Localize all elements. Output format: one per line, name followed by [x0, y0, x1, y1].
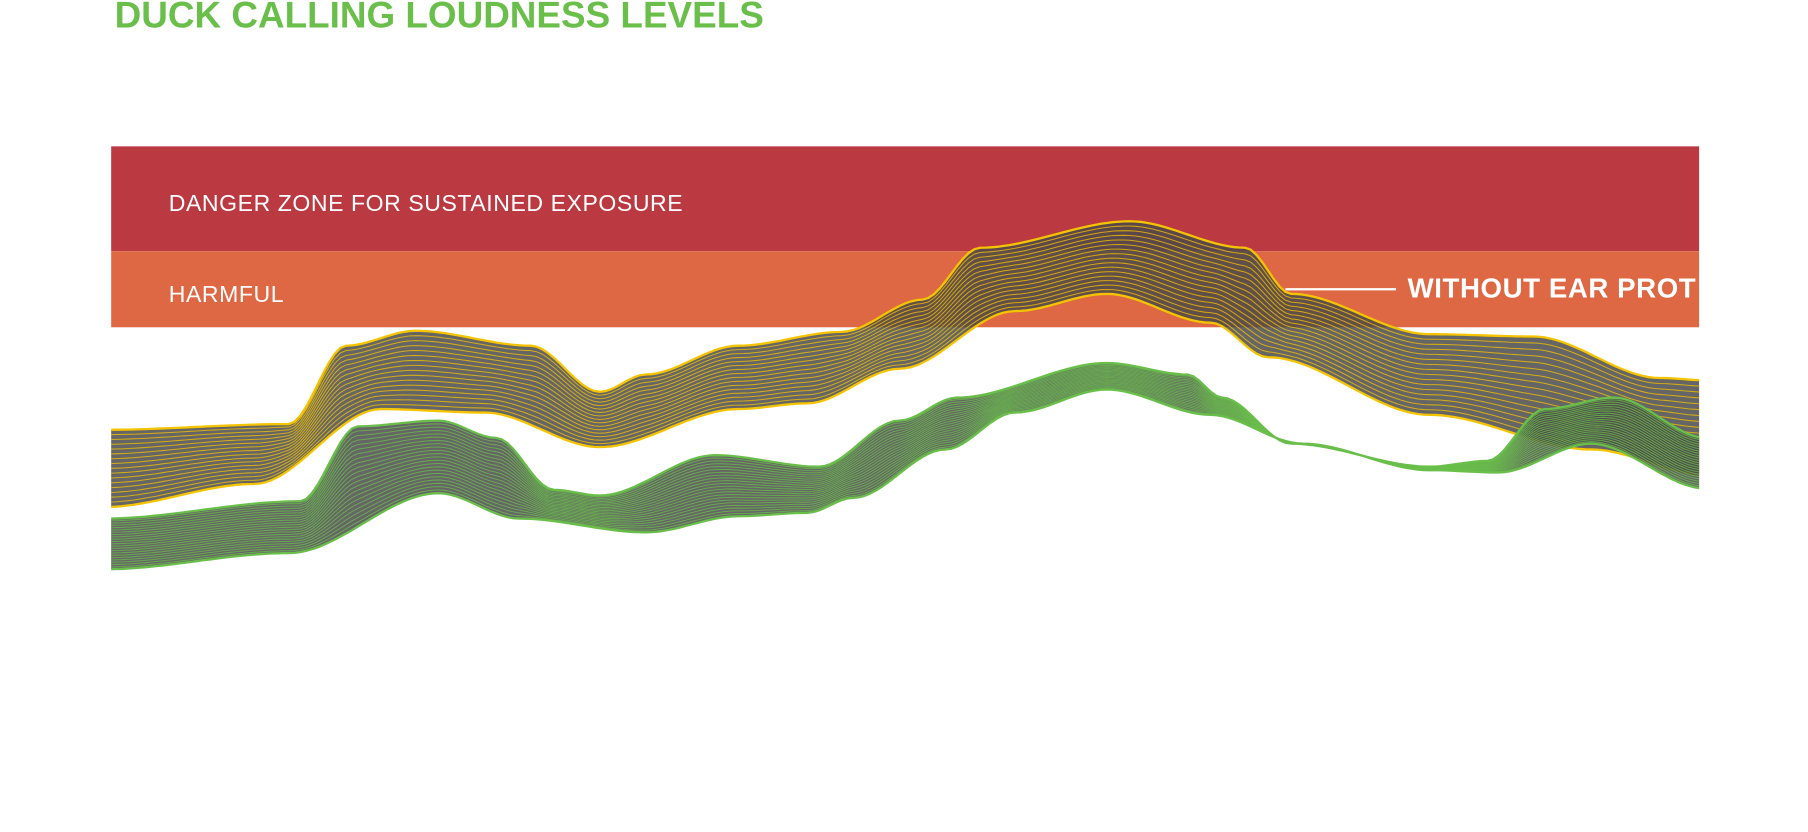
ribbon-without-protection-line	[111, 262, 1700, 474]
ribbon-without-protection-line	[111, 234, 1700, 445]
harmful-zone-label: HARMFUL	[169, 281, 284, 307]
ribbon-without-protection-line	[111, 220, 1700, 431]
ribbon-without-protection-line	[111, 225, 1700, 436]
ribbon-without-protection-line	[111, 266, 1700, 479]
danger-zone-label: DANGER ZONE FOR SUSTAINED EXPOSURE	[169, 190, 683, 216]
ribbon-without-protection-line	[111, 284, 1700, 498]
ribbon-without-protection-line	[111, 271, 1700, 484]
page-title: DUCK CALLING LOUDNESS LEVELS	[115, 0, 764, 36]
ribbon-with-protection-fill	[111, 362, 1700, 570]
ribbon-without-protection-line	[111, 239, 1700, 450]
ribbon-without-protection-line	[111, 292, 1700, 509]
ribbons	[111, 220, 1700, 571]
ribbon-without-protection-line	[111, 230, 1700, 441]
ribbon-with-protection-line	[111, 388, 1700, 571]
ribbon-without-protection-line	[111, 257, 1700, 469]
ribbon-without-protection-line	[111, 275, 1700, 489]
ribbon-without-protection-line	[111, 280, 1700, 493]
ribbon-without-protection-line	[111, 248, 1700, 460]
without-ear-protection-label: WITHOUT EAR PROT	[1408, 272, 1697, 303]
danger-zone-band	[111, 146, 1700, 252]
ribbon-without-protection-line	[111, 253, 1700, 465]
ribbon-without-protection-line	[111, 288, 1700, 503]
ribbon-without-protection-line	[111, 244, 1700, 455]
